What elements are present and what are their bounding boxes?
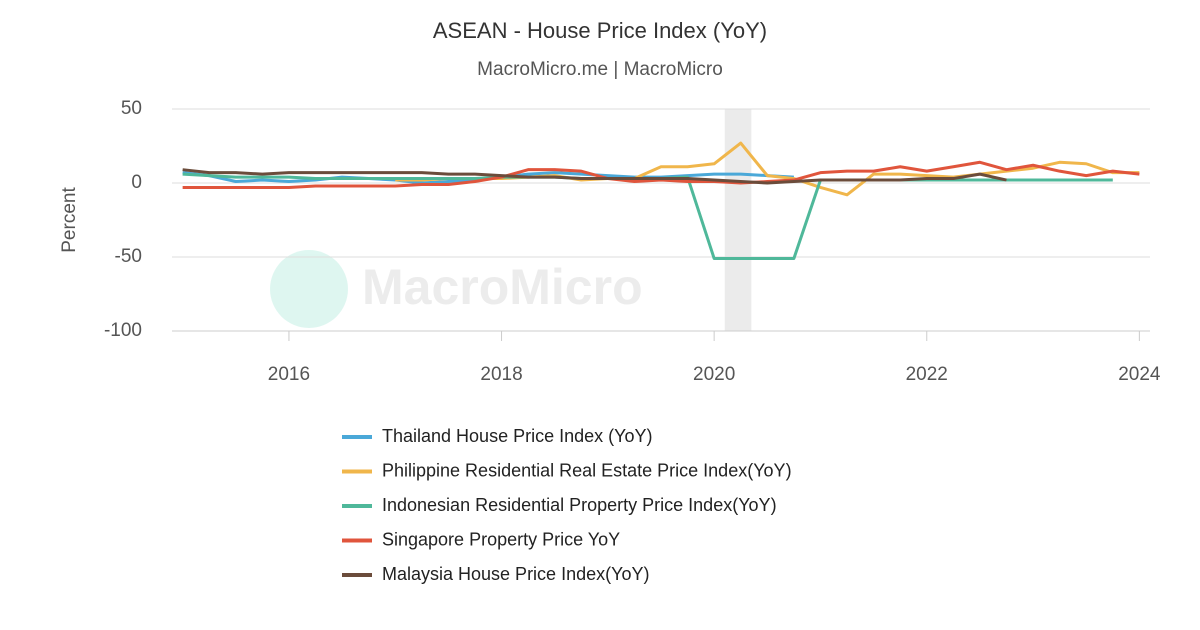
y-tick-label: 0 — [131, 172, 142, 193]
chart-title: ASEAN - House Price Index (YoY) — [433, 18, 767, 43]
chart-subtitle: MacroMicro.me | MacroMicro — [477, 59, 723, 80]
y-tick-label: 50 — [121, 98, 142, 119]
x-tick-label: 2022 — [906, 364, 948, 385]
legend-label[interactable]: Thailand House Price Index (YoY) — [382, 426, 652, 446]
legend-label[interactable]: Singapore Property Price YoY — [382, 529, 620, 549]
series-line — [395, 141, 1140, 197]
x-tick-label: 2016 — [268, 364, 310, 385]
x-tick-label: 2018 — [480, 364, 522, 385]
legend-label[interactable]: Malaysia House Price Index(YoY) — [382, 564, 649, 584]
legend-label[interactable]: Philippine Residential Real Estate Price… — [382, 460, 792, 480]
watermark-text: MacroMicro — [362, 259, 643, 315]
x-tick-label: 2020 — [693, 364, 735, 385]
series-line — [182, 168, 1007, 185]
y-axis-label: Percent — [59, 187, 80, 253]
x-tick-label: 2024 — [1118, 364, 1161, 385]
shaded-period — [724, 109, 752, 331]
watermark: MacroMicro — [270, 250, 643, 328]
y-tick-label: -50 — [115, 246, 142, 267]
watermark-logo — [270, 250, 348, 328]
legend-label[interactable]: Indonesian Residential Property Price In… — [382, 495, 777, 515]
y-tick-label: -100 — [104, 320, 142, 341]
